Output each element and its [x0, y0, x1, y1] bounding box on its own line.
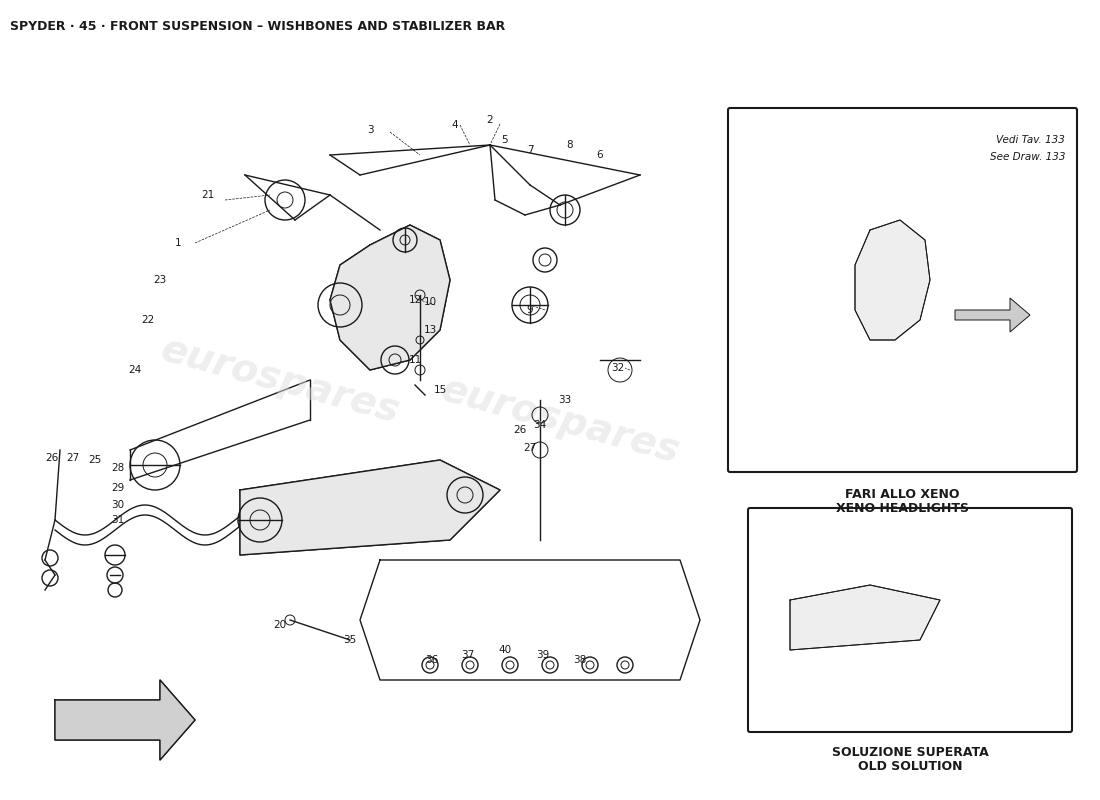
Text: 16: 16 [744, 210, 757, 220]
Text: 31: 31 [111, 515, 124, 525]
Text: XENO HEADLIGHTS: XENO HEADLIGHTS [836, 502, 968, 515]
Text: 28: 28 [111, 463, 124, 473]
Text: 6: 6 [596, 150, 603, 160]
Polygon shape [855, 220, 930, 340]
Text: 13: 13 [744, 175, 757, 185]
Text: eurospares: eurospares [437, 370, 683, 470]
Text: 26: 26 [45, 453, 58, 463]
Text: 37: 37 [461, 650, 474, 660]
Text: 23: 23 [153, 275, 166, 285]
Text: 27: 27 [524, 443, 537, 453]
Text: 15: 15 [744, 380, 757, 390]
Text: 12: 12 [408, 295, 421, 305]
Text: 12: 12 [744, 150, 757, 160]
Text: 32: 32 [612, 363, 625, 373]
Polygon shape [955, 298, 1030, 332]
Text: FARI ALLO XENO: FARI ALLO XENO [845, 488, 959, 501]
Text: 20: 20 [274, 620, 287, 630]
Text: 38: 38 [573, 655, 586, 665]
Polygon shape [55, 680, 195, 760]
Text: SPYDER · 45 · FRONT SUSPENSION – WISHBONES AND STABILIZER BAR: SPYDER · 45 · FRONT SUSPENSION – WISHBON… [10, 20, 505, 33]
Text: 11: 11 [408, 355, 421, 365]
Text: SOLUZIONE SUPERATA: SOLUZIONE SUPERATA [832, 746, 989, 759]
Text: 33: 33 [559, 395, 572, 405]
Text: 34: 34 [534, 420, 547, 430]
Text: Vedi Tav. 133: Vedi Tav. 133 [997, 135, 1065, 145]
Polygon shape [790, 585, 940, 650]
Text: 15: 15 [433, 385, 447, 395]
Text: 35: 35 [343, 635, 356, 645]
Text: 41: 41 [1013, 565, 1026, 575]
Text: 10: 10 [424, 297, 437, 307]
Text: 8: 8 [566, 140, 573, 150]
Text: eurospares: eurospares [156, 330, 404, 430]
Text: 21: 21 [201, 190, 214, 200]
Text: 36: 36 [426, 655, 439, 665]
Text: OLD SOLUTION: OLD SOLUTION [858, 760, 962, 773]
Text: 24: 24 [129, 365, 142, 375]
Text: 17: 17 [744, 230, 757, 240]
Text: 18: 18 [744, 300, 757, 310]
Text: 26: 26 [514, 425, 527, 435]
FancyBboxPatch shape [748, 508, 1072, 732]
Text: 1: 1 [175, 238, 182, 248]
Polygon shape [330, 225, 450, 370]
Text: 14: 14 [1013, 535, 1026, 545]
Text: See Draw. 133: See Draw. 133 [990, 152, 1065, 162]
Text: 4: 4 [452, 120, 459, 130]
Text: 27: 27 [66, 453, 79, 463]
Text: 22: 22 [142, 315, 155, 325]
Text: 7: 7 [527, 145, 534, 155]
Text: 25: 25 [88, 455, 101, 465]
Text: 3: 3 [366, 125, 373, 135]
Text: 29: 29 [111, 483, 124, 493]
Text: 30: 30 [111, 500, 124, 510]
Text: 2: 2 [486, 115, 493, 125]
Text: 40: 40 [498, 645, 512, 655]
Text: 9: 9 [527, 305, 534, 315]
Polygon shape [240, 460, 501, 555]
Text: 5: 5 [502, 135, 508, 145]
FancyBboxPatch shape [728, 108, 1077, 472]
Text: 11: 11 [744, 335, 757, 345]
Text: 10: 10 [726, 278, 739, 288]
Text: 19: 19 [744, 255, 757, 265]
Text: 13: 13 [424, 325, 437, 335]
Text: 39: 39 [537, 650, 550, 660]
